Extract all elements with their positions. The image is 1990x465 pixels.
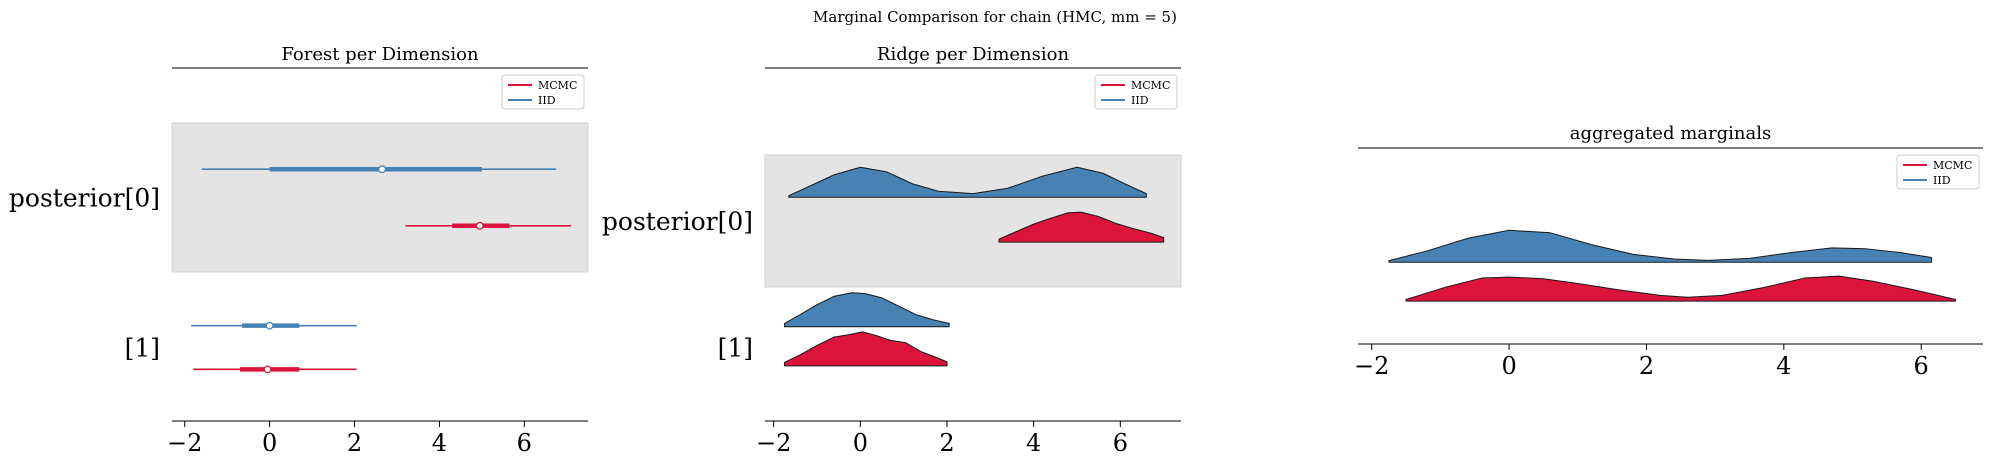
legend-label-mcmc: MCMC [1933, 159, 1972, 172]
x-tick-label: 0 [262, 429, 277, 457]
legend-label-mcmc: MCMC [538, 79, 577, 92]
chart-panels: Forest per Dimension −2 0 2 4 6 posterior[0] [1… [9, 44, 1983, 457]
density-ridge-mcmc [784, 331, 948, 367]
legend: MCMC IID [1896, 154, 1980, 190]
row-label: posterior[0] [9, 184, 160, 213]
x-tick-label: 2 [939, 429, 954, 457]
x-tick-label: 4 [432, 429, 447, 457]
panel-title: Forest per Dimension [281, 44, 479, 65]
x-tick-label: 6 [1914, 352, 1929, 380]
legend-label-mcmc: MCMC [1131, 79, 1170, 92]
x-tick-label: −2 [167, 429, 202, 457]
median-point [475, 221, 484, 230]
legend: MCMC IID [1094, 74, 1178, 110]
legend-label-iid: IID [538, 94, 556, 107]
median-point [263, 365, 272, 374]
row-highlight-band [764, 154, 1182, 288]
row-label: [1] [718, 334, 753, 363]
row-label: posterior[0] [602, 207, 753, 236]
x-tick-label: 0 [1501, 352, 1516, 380]
x-tick-label: 2 [347, 429, 362, 457]
x-tick-label: −2 [1354, 352, 1389, 380]
chart-panel-2: Ridge per Dimension −2 0 2 4 6 posterior[0] [1]… [602, 44, 1182, 457]
legend: MCMC IID [501, 74, 585, 110]
x-tick-label: −2 [756, 429, 791, 457]
density-ridge-mcmc [998, 211, 1165, 243]
density-ridge-mcmc [1405, 275, 1957, 302]
row-highlight-band [171, 122, 589, 273]
row-label: [1] [125, 334, 160, 363]
x-tick-label: 4 [1776, 352, 1791, 380]
density-ridge-iid [1388, 229, 1932, 263]
chart-panel-3: aggregated marginals −2 0 2 4 6 MCMC IID [1354, 123, 1983, 380]
median-point [265, 321, 274, 330]
x-tick-label: 4 [1026, 429, 1041, 457]
density-ridge-iid [788, 166, 1147, 198]
figure-suptitle: Marginal Comparison for chain (HMC, mm =… [813, 8, 1177, 26]
median-point [378, 165, 387, 174]
density-ridge-iid [784, 292, 950, 328]
panel-title: aggregated marginals [1570, 123, 1771, 144]
legend-label-iid: IID [1131, 94, 1149, 107]
x-tick-label: 0 [853, 429, 868, 457]
x-tick-label: 6 [517, 429, 532, 457]
chart-panel-1: Forest per Dimension −2 0 2 4 6 posterior[0] [1… [9, 44, 589, 457]
legend-label-iid: IID [1933, 174, 1951, 187]
panel-title: Ridge per Dimension [877, 44, 1070, 65]
x-tick-label: 6 [1113, 429, 1128, 457]
x-tick-label: 2 [1639, 352, 1654, 380]
